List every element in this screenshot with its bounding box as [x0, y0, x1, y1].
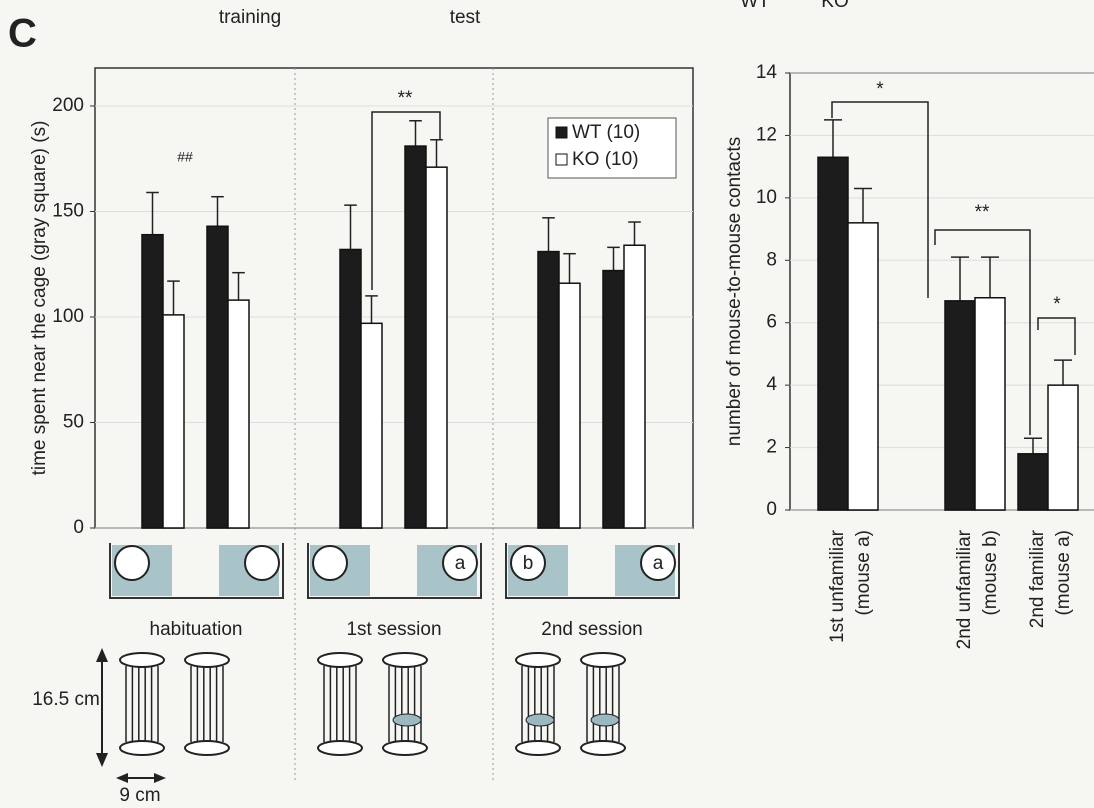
arena-label: b — [523, 553, 534, 574]
annotation: * — [876, 79, 884, 100]
y-tick-label: 14 — [756, 62, 778, 83]
mouse — [393, 714, 421, 726]
cage — [581, 653, 625, 667]
dimension-label: 16.5 cm — [32, 689, 100, 710]
annotation: ** — [975, 202, 990, 223]
x-tick-label: 1st unfamiliar — [827, 529, 848, 643]
dimension-label: 9 cm — [119, 785, 160, 806]
x-tick-label: (mouse a) — [853, 530, 874, 616]
bar — [975, 298, 1005, 510]
annotation: ## — [177, 149, 193, 165]
cage — [383, 741, 427, 755]
legend-label: WT (10) — [572, 122, 640, 143]
y-tick-label: 50 — [63, 412, 84, 433]
cage — [581, 741, 625, 755]
y-tick-label: 10 — [756, 187, 777, 208]
cage — [516, 741, 560, 755]
y-tick-label: 4 — [766, 374, 777, 395]
cage — [185, 653, 229, 667]
bar — [207, 226, 228, 528]
y-tick-label: 100 — [52, 306, 84, 327]
cage — [120, 653, 164, 667]
bar — [163, 315, 184, 528]
cage — [185, 741, 229, 755]
cage-top — [245, 546, 279, 580]
bar — [945, 301, 975, 510]
annotation: * — [1053, 294, 1061, 315]
group-label: habituation — [150, 619, 243, 640]
x-tick-label: (mouse a) — [1053, 530, 1074, 616]
bar — [538, 252, 559, 528]
group-label: 2nd session — [541, 619, 642, 640]
legend-swatch — [556, 154, 567, 165]
cage — [318, 653, 362, 667]
bar — [340, 249, 361, 528]
bar — [624, 245, 645, 528]
cage-top — [115, 546, 149, 580]
bar — [603, 271, 624, 528]
arrow-head — [154, 773, 166, 783]
x-tick-label: 2nd unfamiliar — [954, 529, 975, 649]
bar — [818, 157, 848, 510]
bar — [1018, 454, 1048, 510]
cage — [516, 653, 560, 667]
figure: C training test 16.5 cm 9 cm 05010015020… — [0, 0, 1094, 808]
group-label: 1st session — [346, 619, 441, 640]
y-axis-label: number of mouse-to-mouse contacts — [724, 137, 745, 446]
y-tick-label: 200 — [52, 95, 84, 116]
y-tick-label: 12 — [756, 124, 777, 145]
x-tick-label: 2nd familiar — [1027, 529, 1048, 628]
arrow-head — [96, 648, 108, 662]
arena-label: a — [455, 553, 466, 574]
bar — [405, 146, 426, 528]
cage — [383, 653, 427, 667]
y-tick-label: 8 — [766, 249, 777, 270]
bar — [142, 235, 163, 528]
series-name: WT — [740, 0, 770, 12]
arrow-head — [116, 773, 128, 783]
bar — [426, 167, 447, 528]
cage-top — [313, 546, 347, 580]
y-tick-label: 0 — [766, 499, 777, 520]
bar — [1048, 385, 1078, 510]
y-tick-label: 6 — [766, 312, 777, 333]
y-tick-label: 2 — [766, 437, 777, 458]
bar — [848, 223, 878, 510]
caption: test — [450, 7, 481, 28]
bar — [361, 323, 382, 528]
y-axis-label: time spent near the cage (gray square) (… — [29, 121, 50, 476]
mouse — [526, 714, 554, 726]
bar — [228, 300, 249, 528]
caption: training — [219, 7, 281, 28]
panel-letter: C — [8, 12, 37, 56]
legend-swatch — [556, 127, 567, 138]
bar — [559, 283, 580, 528]
arrow-head — [96, 753, 108, 767]
mouse — [591, 714, 619, 726]
bracket — [1038, 318, 1075, 355]
cage — [120, 741, 164, 755]
arena-label: a — [653, 553, 664, 574]
annotation: ** — [398, 88, 413, 109]
legend-label: KO (10) — [572, 149, 639, 170]
series-name: KO — [821, 0, 848, 12]
page: C training test 16.5 cm 9 cm 05010015020… — [0, 0, 1094, 808]
x-tick-label: (mouse b) — [980, 530, 1001, 616]
y-tick-label: 0 — [73, 517, 84, 538]
cage — [318, 741, 362, 755]
y-tick-label: 150 — [52, 201, 84, 222]
